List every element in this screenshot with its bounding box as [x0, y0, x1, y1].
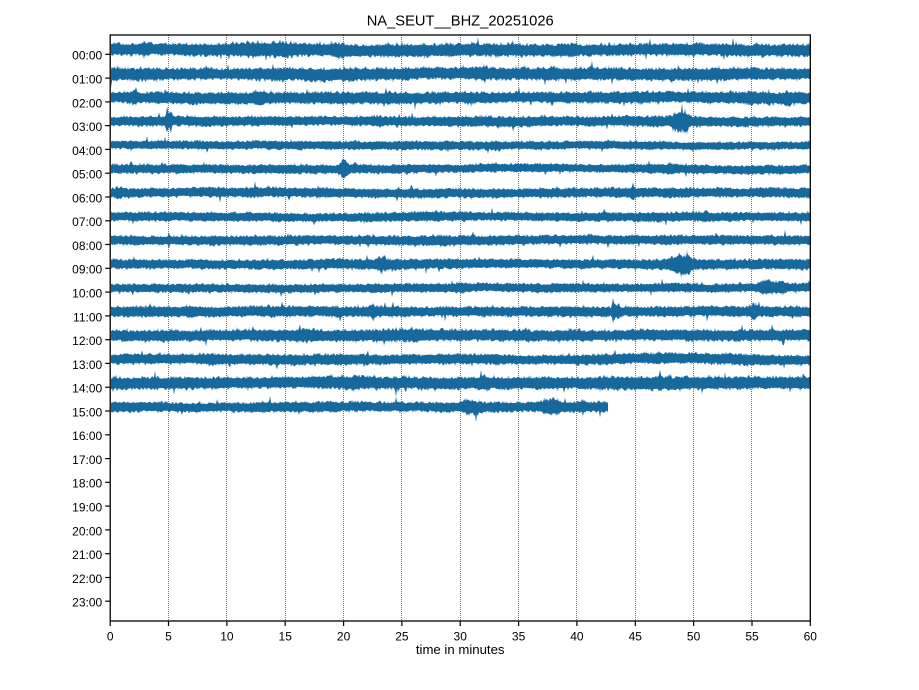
svg-text:23:00: 23:00 [72, 596, 102, 610]
svg-text:11:00: 11:00 [73, 310, 102, 324]
svg-text:0: 0 [107, 630, 114, 644]
svg-text:60: 60 [804, 630, 818, 644]
svg-text:02:00: 02:00 [72, 96, 102, 110]
svg-text:20:00: 20:00 [72, 524, 102, 538]
svg-text:10:00: 10:00 [72, 287, 102, 301]
svg-text:06:00: 06:00 [72, 191, 102, 205]
svg-text:25: 25 [395, 630, 409, 644]
svg-text:07:00: 07:00 [72, 215, 102, 229]
svg-text:22:00: 22:00 [72, 572, 102, 586]
svg-text:30: 30 [454, 630, 468, 644]
svg-text:18:00: 18:00 [72, 477, 102, 491]
svg-text:50: 50 [687, 630, 701, 644]
svg-text:45: 45 [629, 630, 643, 644]
svg-text:01:00: 01:00 [72, 73, 102, 87]
svg-text:19:00: 19:00 [72, 501, 102, 515]
svg-text:15:00: 15:00 [72, 405, 102, 419]
svg-text:time in minutes: time in minutes [416, 642, 505, 657]
svg-text:14:00: 14:00 [72, 382, 102, 396]
svg-text:12:00: 12:00 [72, 334, 102, 348]
svg-text:15: 15 [279, 630, 293, 644]
svg-text:NA_SEUT__BHZ_20251026: NA_SEUT__BHZ_20251026 [367, 13, 554, 29]
svg-text:10: 10 [220, 630, 234, 644]
svg-text:40: 40 [570, 630, 584, 644]
svg-text:04:00: 04:00 [72, 144, 102, 158]
svg-text:09:00: 09:00 [72, 263, 102, 277]
svg-text:00:00: 00:00 [72, 49, 102, 63]
svg-text:20: 20 [337, 630, 351, 644]
svg-text:05:00: 05:00 [72, 168, 102, 182]
svg-text:21:00: 21:00 [72, 548, 102, 562]
svg-text:35: 35 [512, 630, 526, 644]
svg-text:55: 55 [745, 630, 759, 644]
svg-text:03:00: 03:00 [72, 120, 102, 134]
svg-text:13:00: 13:00 [72, 358, 102, 372]
svg-text:08:00: 08:00 [72, 239, 102, 253]
svg-text:16:00: 16:00 [72, 429, 102, 443]
svg-text:17:00: 17:00 [72, 453, 102, 467]
svg-text:5: 5 [165, 630, 172, 644]
